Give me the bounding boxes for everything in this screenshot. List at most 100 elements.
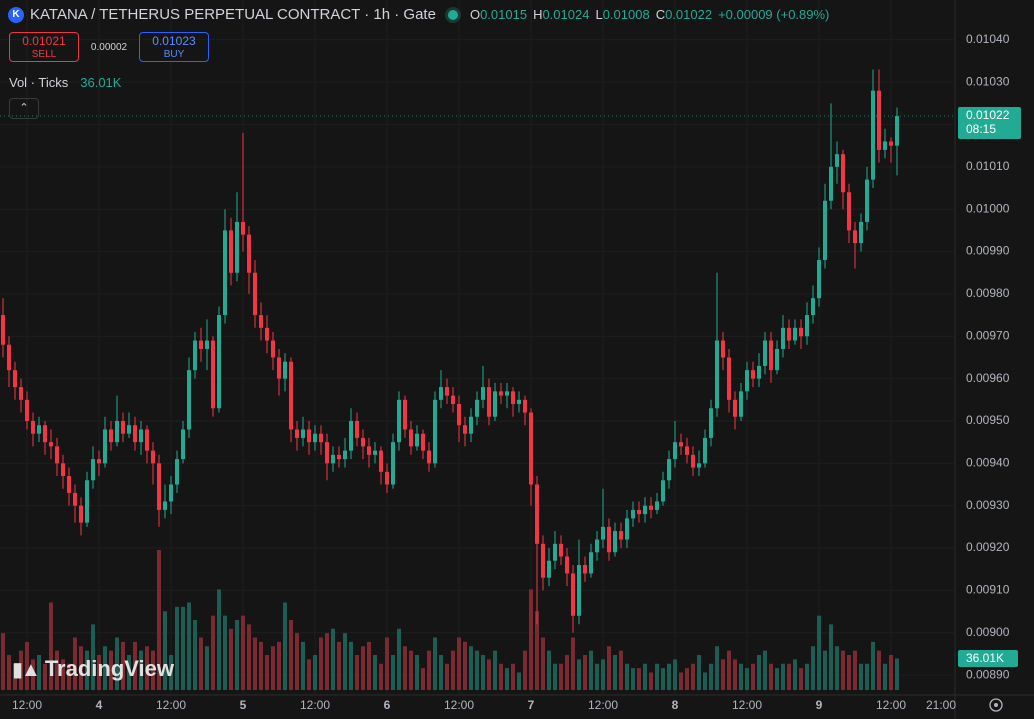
symbol-title[interactable]: KATANA / TETHERUS PERPETUAL CONTRACT · 1… — [30, 6, 436, 23]
volume-bar — [289, 620, 293, 690]
candle-body — [823, 200, 827, 261]
volume-bar — [373, 655, 377, 690]
volume-bar — [109, 650, 113, 690]
volume-bar — [115, 637, 119, 690]
candle-body — [97, 459, 101, 464]
volume-bar — [565, 655, 569, 690]
candle-body — [307, 429, 311, 443]
volume-bar — [487, 659, 491, 690]
volume-bar — [691, 663, 695, 690]
volume-bar — [493, 650, 497, 690]
settings-icon[interactable] — [989, 698, 1003, 712]
volume-bar — [817, 615, 821, 690]
y-tick-label: 0.00920 — [966, 540, 1010, 554]
countdown-label: 08:15 — [966, 122, 996, 136]
volume-bar — [301, 641, 305, 690]
candle-body — [37, 425, 41, 434]
volume-bar — [601, 659, 605, 690]
candle-body — [511, 391, 515, 405]
ohlc-value: 0.01008 — [602, 7, 650, 22]
volume-bar — [415, 655, 419, 690]
candle-body — [181, 429, 185, 460]
volume-bar — [739, 663, 743, 690]
volume-bar — [43, 663, 47, 690]
volume-bar — [613, 655, 617, 690]
candle-body — [685, 446, 689, 455]
volume-bar — [781, 663, 785, 690]
volume-bar — [619, 650, 623, 690]
volume-bar — [139, 650, 143, 690]
volume-bar — [325, 633, 329, 690]
candle-body — [223, 230, 227, 316]
volume-label-box — [958, 650, 1018, 667]
volume-bar — [1, 633, 5, 690]
candle-body — [529, 412, 533, 485]
volume-bar — [367, 641, 371, 690]
volume-bar — [625, 663, 629, 690]
volume-bar — [253, 637, 257, 690]
volume-bar — [7, 655, 11, 690]
candle-body — [799, 327, 803, 337]
ohlc-label: O — [469, 7, 481, 22]
collapse-button[interactable]: ⌃ — [9, 98, 39, 119]
candle-body — [289, 361, 293, 430]
candle-body — [247, 234, 251, 273]
candle-body — [775, 348, 779, 371]
candle-body — [757, 365, 761, 379]
candle-body — [313, 433, 317, 443]
watermark-icon: ▮▲ — [12, 658, 41, 681]
volume-bar — [433, 637, 437, 690]
candle-body — [271, 340, 275, 358]
candle-body — [859, 221, 863, 244]
current-price-box — [958, 107, 1021, 140]
candle-body — [331, 454, 335, 464]
candle-body — [667, 459, 671, 481]
volume-bar — [847, 655, 851, 690]
volume-bar — [403, 646, 407, 690]
volume-bar — [559, 663, 563, 690]
volume-bar — [751, 663, 755, 690]
candle-body — [151, 450, 155, 464]
volume-bar — [391, 655, 395, 690]
volume-bar — [445, 663, 449, 690]
candle-body — [649, 505, 653, 510]
candle-body — [505, 391, 509, 396]
ohlc-value: 0.01015 — [480, 7, 528, 22]
volume-bar — [337, 641, 341, 690]
volume-bar — [79, 646, 83, 690]
ohlc-item: L0.01008 — [595, 7, 649, 22]
volume-bar — [589, 650, 593, 690]
candle-body — [325, 442, 329, 464]
candle-body — [793, 327, 797, 341]
x-tick-label: 6 — [384, 698, 391, 712]
candle-body — [205, 340, 209, 349]
volume-bar — [133, 641, 137, 690]
volume-bar — [583, 655, 587, 690]
volume-bar — [859, 663, 863, 690]
buy-button[interactable]: 0.01023 BUY — [139, 32, 209, 62]
x-tick-label: 9 — [816, 698, 823, 712]
volume-bar — [871, 641, 875, 690]
sell-button[interactable]: 0.01021 SELL — [9, 32, 79, 62]
volume-bar — [889, 655, 893, 690]
volume-bar — [385, 637, 389, 690]
volume-bar — [775, 668, 779, 690]
volume-bar — [277, 641, 281, 690]
volume-bar — [355, 655, 359, 690]
volume-bar — [505, 668, 509, 690]
candle-body — [463, 425, 467, 434]
volume-bar — [829, 624, 833, 690]
candle-body — [115, 420, 119, 443]
candle-body — [133, 425, 137, 443]
volume-bar — [247, 624, 251, 690]
candle-body — [655, 501, 659, 510]
candle-body — [727, 357, 731, 400]
candle-body — [379, 450, 383, 472]
volume-bar — [427, 650, 431, 690]
candle-body — [601, 526, 605, 540]
candle-body — [343, 450, 347, 460]
candle-body — [199, 340, 203, 349]
candle-body — [61, 463, 65, 477]
y-tick-label: 0.01040 — [966, 32, 1010, 46]
candle-body — [235, 221, 239, 273]
